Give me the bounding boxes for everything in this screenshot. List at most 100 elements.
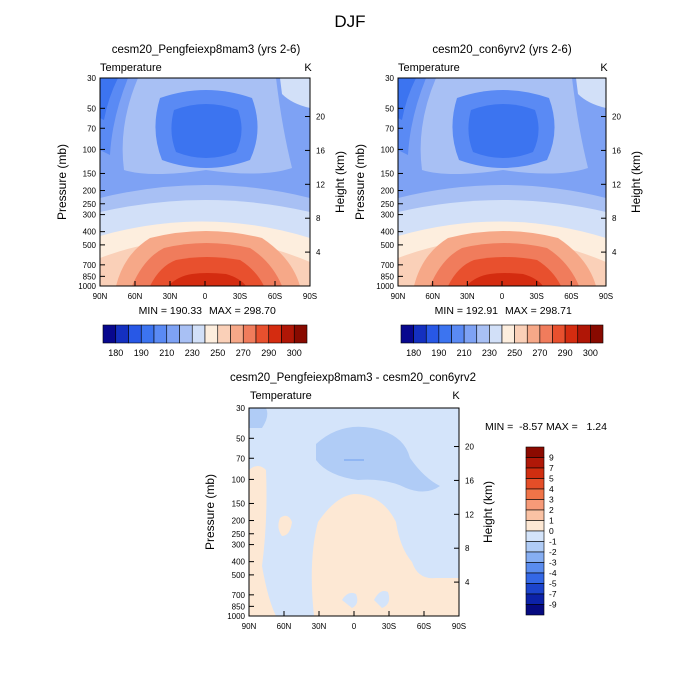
- y-tick-label: 100: [381, 145, 395, 154]
- x-tick-label: 90S: [303, 292, 317, 301]
- colorbar-label: 210: [457, 348, 472, 358]
- y-tick-label: 30: [87, 74, 96, 83]
- panel-3-ylabel: Pressure (mb): [203, 474, 217, 550]
- panel-3-max-label: MAX = 1.24: [546, 421, 607, 433]
- colorbar-swatch: [525, 583, 545, 595]
- x-tick-label: 30S: [530, 292, 544, 301]
- y-tick-label: 300: [83, 211, 97, 220]
- x-tick-label: 0: [500, 292, 505, 301]
- colorbar-swatch: [400, 324, 414, 344]
- x-tick-label: 60N: [425, 292, 440, 301]
- panel-2-max-label: MAX = 298.71: [505, 305, 572, 317]
- panel-2-right-label: K: [600, 62, 608, 74]
- y2-tick-label: 8: [465, 544, 470, 553]
- panel-1-y2label: Height (km): [333, 151, 347, 213]
- y-tick-label: 700: [232, 591, 246, 600]
- y2-tick-label: 12: [316, 180, 325, 189]
- colorbar-swatch: [425, 324, 440, 344]
- colorbar-swatch: [525, 551, 545, 563]
- y-tick-label: 400: [232, 558, 246, 567]
- panel-1-colorbar: 180 190 210 230 250 270 290 300: [102, 324, 308, 358]
- colorbar-swatch: [191, 324, 206, 344]
- y-tick-label: 150: [232, 499, 246, 508]
- x-tick-label: 60N: [277, 622, 292, 631]
- x-tick-label: 30S: [382, 622, 396, 631]
- colorbar-label: 270: [532, 348, 547, 358]
- panel-3-y2label: Height (km): [481, 481, 495, 543]
- y-tick-label: 250: [232, 530, 246, 539]
- colorbar-label: 9: [549, 453, 554, 463]
- panel-2-colorbar: 180 190 210 230 250 270 290 300: [400, 324, 604, 358]
- x-tick-label: 60S: [268, 292, 282, 301]
- panel-1-title: cesm20_Pengfeiexp8mam3 (yrs 2-6): [112, 44, 301, 56]
- colorbar-label: 3: [549, 495, 554, 505]
- colorbar-swatch: [526, 324, 541, 344]
- colorbar-label: -3: [549, 558, 557, 568]
- colorbar-swatch: [476, 324, 490, 344]
- panel-2-left-label: Temperature: [398, 62, 460, 74]
- colorbar-swatch: [525, 499, 545, 511]
- y-tick-label: 150: [83, 169, 97, 178]
- panel-2-axes: 3050701001502002503004005007008501000481…: [376, 74, 621, 301]
- y2-tick-label: 20: [316, 113, 325, 122]
- y-tick-label: 30: [385, 74, 394, 83]
- colorbar-label: 7: [549, 463, 554, 473]
- y-tick-label: 70: [87, 124, 96, 133]
- colorbar-swatch: [525, 509, 545, 521]
- colorbar-swatch: [268, 324, 282, 344]
- y-tick-label: 400: [381, 228, 395, 237]
- y2-tick-label: 16: [612, 146, 621, 155]
- colorbar-swatch: [166, 324, 180, 344]
- colorbar-swatch: [217, 324, 231, 344]
- y2-tick-label: 4: [465, 578, 470, 587]
- colorbar-label: 230: [185, 348, 200, 358]
- y2-tick-label: 12: [612, 180, 621, 189]
- y-tick-label: 300: [381, 211, 395, 220]
- colorbar-swatch: [128, 324, 142, 344]
- colorbar-swatch: [489, 324, 503, 344]
- x-tick-label: 60S: [417, 622, 431, 631]
- colorbar-label: 300: [287, 348, 302, 358]
- colorbar-swatch: [463, 324, 478, 344]
- y-tick-label: 850: [83, 272, 97, 281]
- panel-2: cesm20_con6yrv2 (yrs 2-6) Temperature K …: [353, 44, 643, 358]
- panel-3-min-label: MIN = -8.57: [485, 421, 543, 433]
- panel-2-ylabel: Pressure (mb): [353, 144, 367, 220]
- panel-2-contours: [397, 77, 607, 287]
- colorbar-swatch: [115, 324, 129, 344]
- colorbar-swatch: [281, 324, 295, 344]
- y-tick-label: 1000: [227, 612, 245, 621]
- colorbar-swatch: [255, 324, 270, 344]
- colorbar-swatch: [525, 530, 545, 542]
- panel-3-title: cesm20_Pengfeiexp8mam3 - cesm20_con6yrv2: [230, 372, 476, 384]
- colorbar-label: 290: [261, 348, 276, 358]
- colorbar-label: -9: [549, 600, 557, 610]
- colorbar-swatch: [204, 324, 219, 344]
- y-tick-label: 150: [381, 169, 395, 178]
- colorbar-label: 2: [549, 505, 554, 515]
- y-tick-label: 100: [232, 475, 246, 484]
- colorbar-swatch: [230, 324, 244, 344]
- colorbar-swatch: [525, 541, 545, 553]
- figure-title: DJF: [334, 12, 365, 31]
- y-tick-label: 50: [87, 104, 96, 113]
- colorbar-label: 180: [406, 348, 421, 358]
- colorbar-label: 250: [210, 348, 225, 358]
- x-tick-label: 60N: [128, 292, 143, 301]
- y-tick-label: 500: [232, 571, 246, 580]
- y-tick-label: 300: [232, 541, 246, 550]
- colorbar-swatch: [153, 324, 168, 344]
- colorbar-swatch: [451, 324, 465, 344]
- y2-tick-label: 20: [465, 443, 474, 452]
- y-tick-label: 400: [83, 228, 97, 237]
- colorbar-swatch: [525, 457, 545, 469]
- y-tick-label: 250: [83, 200, 97, 209]
- x-tick-label: 0: [203, 292, 208, 301]
- panel-1-min-label: MIN = 190.33: [139, 305, 202, 317]
- panel-3-contours: [248, 407, 460, 617]
- colorbar-swatch: [501, 324, 515, 344]
- y-tick-label: 850: [232, 602, 246, 611]
- x-tick-label: 90S: [452, 622, 466, 631]
- y2-tick-label: 16: [465, 476, 474, 485]
